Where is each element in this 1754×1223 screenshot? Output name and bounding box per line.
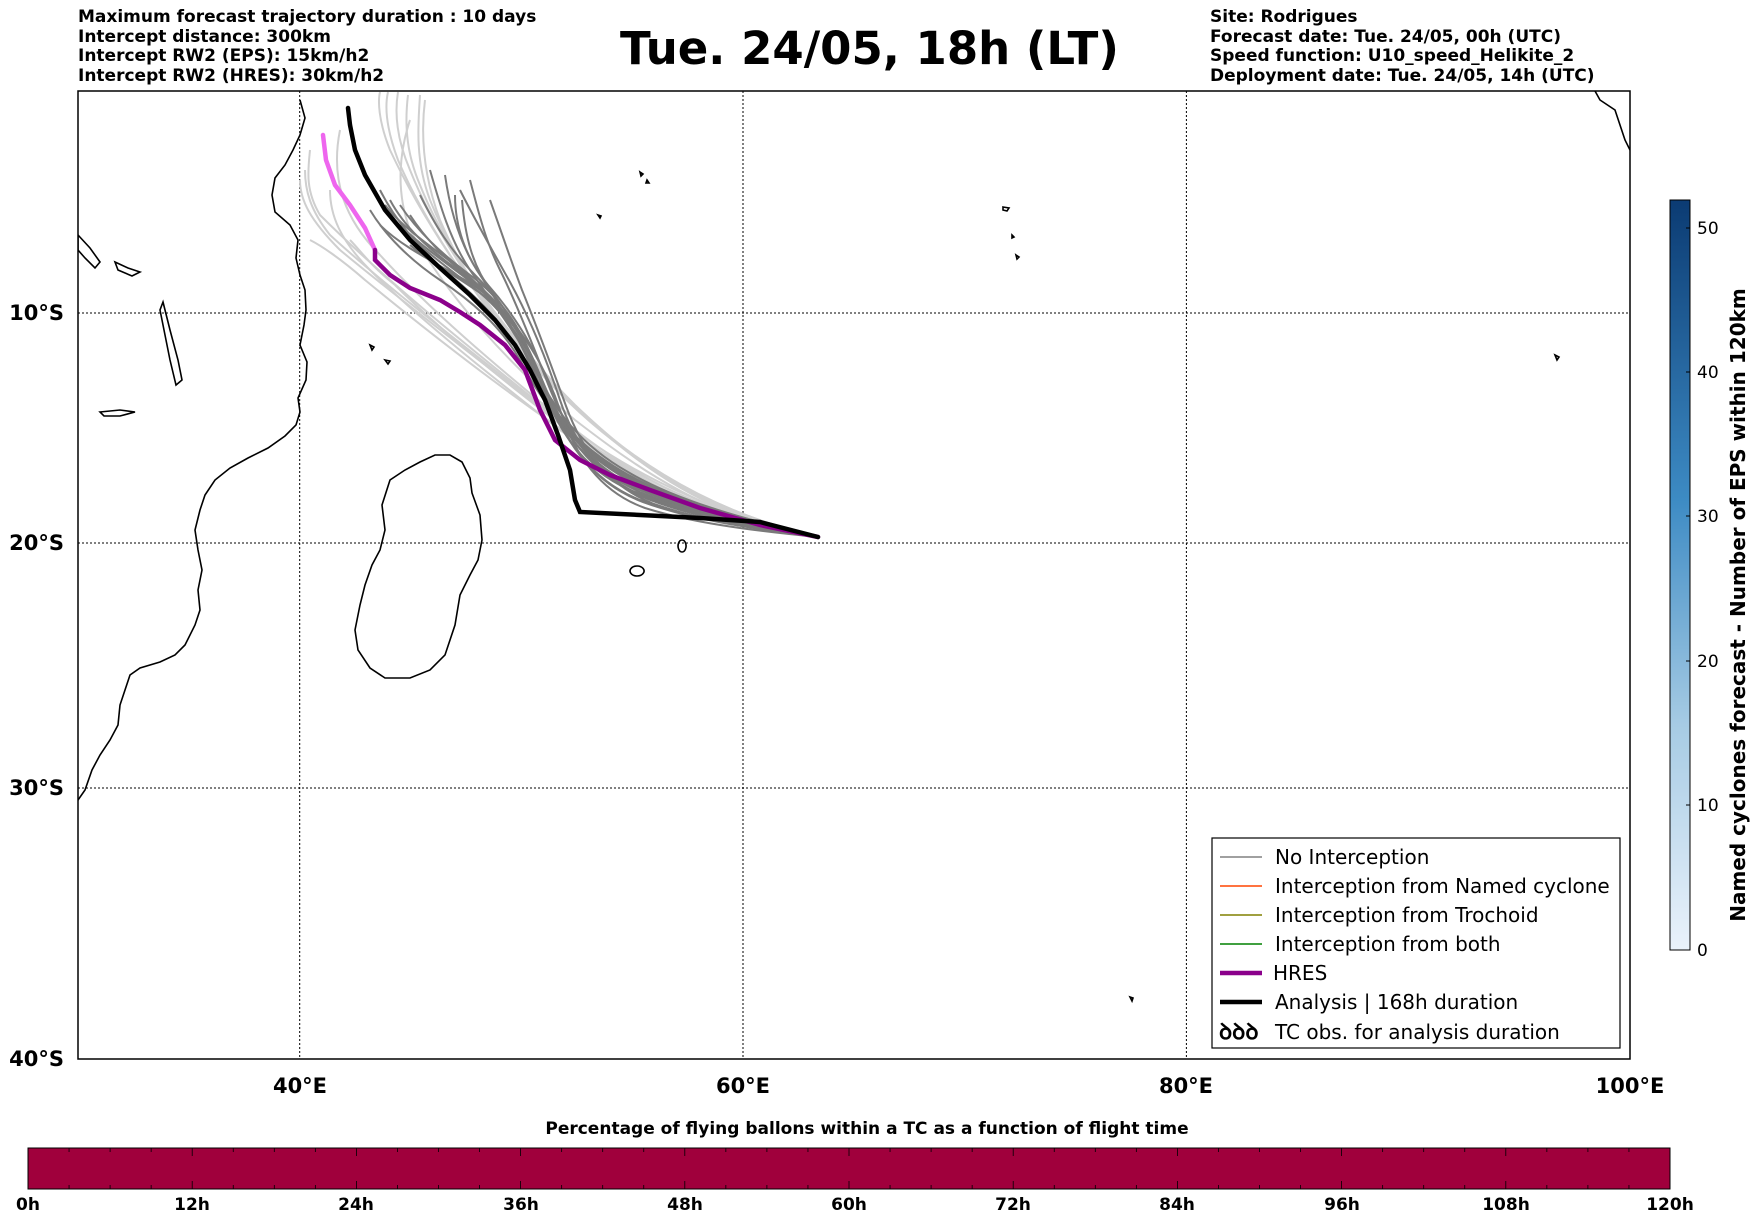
amsterdam-island [1128, 995, 1135, 1004]
cyclone-colorbar-gradient [1669, 199, 1691, 951]
bar-tick-24h: 24h [338, 1195, 374, 1215]
bar-tick-60h: 60h [831, 1195, 867, 1215]
lon-label-80e: 80°E [1159, 1074, 1213, 1098]
bar-tick-84h: 84h [1159, 1195, 1195, 1215]
bar-tick-0h: 0h [16, 1195, 40, 1215]
lat-label-30s: 30°S [9, 776, 64, 800]
chagos-island [1002, 206, 1021, 261]
socotra-island [113, 260, 143, 277]
flight-time-bar-title: Percentage of flying ballons within a TC… [545, 1119, 1188, 1139]
lake-shape [159, 299, 183, 387]
legend-label-hres: HRES [1273, 961, 1327, 985]
flight-time-bar: Percentage of flying ballons within a TC… [16, 1119, 1694, 1215]
cbar-tick-20: 20 [1697, 652, 1719, 672]
lat-label-40s: 40°S [9, 1047, 64, 1071]
intercept-eps-text: Intercept RW2 (EPS): 15km/h2 [78, 46, 370, 66]
lat-label-20s: 20°S [9, 531, 64, 555]
lat-label-10s: 10°S [9, 301, 64, 325]
cbar-tick-40: 40 [1697, 363, 1719, 383]
intercept-distance-text: Intercept distance: 300km [78, 26, 331, 47]
speed-function-text: Speed function: U10_speed_Helikite_2 [1210, 46, 1575, 66]
cbar-tick-30: 30 [1697, 507, 1719, 527]
max-duration-text: Maximum forecast trajectory duration : 1… [78, 7, 537, 27]
africa-coastline [78, 99, 308, 803]
bar-tick-36h: 36h [503, 1195, 539, 1215]
forecast-date-text: Forecast date: Tue. 24/05, 00h (UTC) [1210, 26, 1561, 47]
lon-label-100e: 100°E [1596, 1074, 1665, 1098]
coastlines [78, 91, 1630, 1004]
bar-tick-120h: 120h [1646, 1195, 1694, 1215]
bar-tick-72h: 72h [995, 1195, 1031, 1215]
hres-track-early [320, 132, 378, 253]
bar-tick-108h: 108h [1482, 1195, 1530, 1215]
hres-track [372, 247, 821, 540]
cbar-tick-10: 10 [1697, 796, 1719, 816]
cbar-tick-50: 50 [1697, 219, 1719, 239]
bar-tick-96h: 96h [1324, 1195, 1360, 1215]
analysis-trajectory [345, 105, 821, 540]
cyclone-colorbar-label: Named cyclones forecast - Number of EPS … [1726, 288, 1750, 922]
site-text: Site: Rodrigues [1210, 7, 1358, 27]
legend-label-trochoid: Interception from Trochoid [1275, 903, 1539, 927]
asia-coastline [1594, 91, 1630, 151]
seychelles-island [596, 170, 651, 220]
map-frame [77, 90, 1631, 1060]
cocos-island [1553, 353, 1561, 362]
legend-label-analysis: Analysis | 168h duration [1275, 990, 1518, 1014]
flight-time-minor-ticks [68, 1148, 1630, 1189]
legend-box [1211, 837, 1621, 1049]
lon-label-60e: 60°E [716, 1074, 770, 1098]
madagascar-coastline [354, 454, 483, 679]
cbar-tick-0: 0 [1697, 941, 1708, 961]
intercept-hres-text: Intercept RW2 (HRES): 30km/h2 [78, 65, 385, 86]
hres-trajectory [320, 132, 821, 540]
lon-label-40e: 40°E [273, 1074, 327, 1098]
legend-label-named-cyclone: Interception from Named cyclone [1275, 874, 1610, 898]
legend-label-tc-obs: TC obs. for analysis duration [1274, 1020, 1560, 1044]
legend-label-both: Interception from both [1275, 932, 1501, 956]
legend: No Interception Interception from Named … [1211, 837, 1621, 1049]
lake-shape-3 [78, 233, 102, 270]
legend-label-no-interception: No Interception [1275, 845, 1429, 869]
comoros-island [368, 343, 392, 366]
site-parameters: Site: Rodrigues Forecast date: Tue. 24/0… [1210, 7, 1595, 86]
bar-tick-12h: 12h [174, 1195, 210, 1215]
mauritius-island [677, 539, 687, 553]
map-title: Tue. 24/05, 18h (LT) [620, 22, 1119, 75]
forecast-parameters: Maximum forecast trajectory duration : 1… [78, 7, 537, 86]
lake-shape-2 [98, 409, 136, 417]
graticule [78, 91, 1630, 1059]
lat-labels: 10°S 20°S 30°S 40°S [9, 301, 64, 1071]
cyclone-colorbar: 0 10 20 30 40 50 Named cyclones forecast… [1669, 199, 1750, 961]
cyclone-symbols-icon: ꝺꝺꝺ [1219, 1020, 1259, 1045]
deployment-date-text: Deployment date: Tue. 24/05, 14h (UTC) [1210, 65, 1595, 86]
bar-tick-48h: 48h [667, 1195, 703, 1215]
mascarene-island [629, 565, 645, 577]
lon-labels: 40°E 60°E 80°E 100°E [273, 1074, 1664, 1098]
